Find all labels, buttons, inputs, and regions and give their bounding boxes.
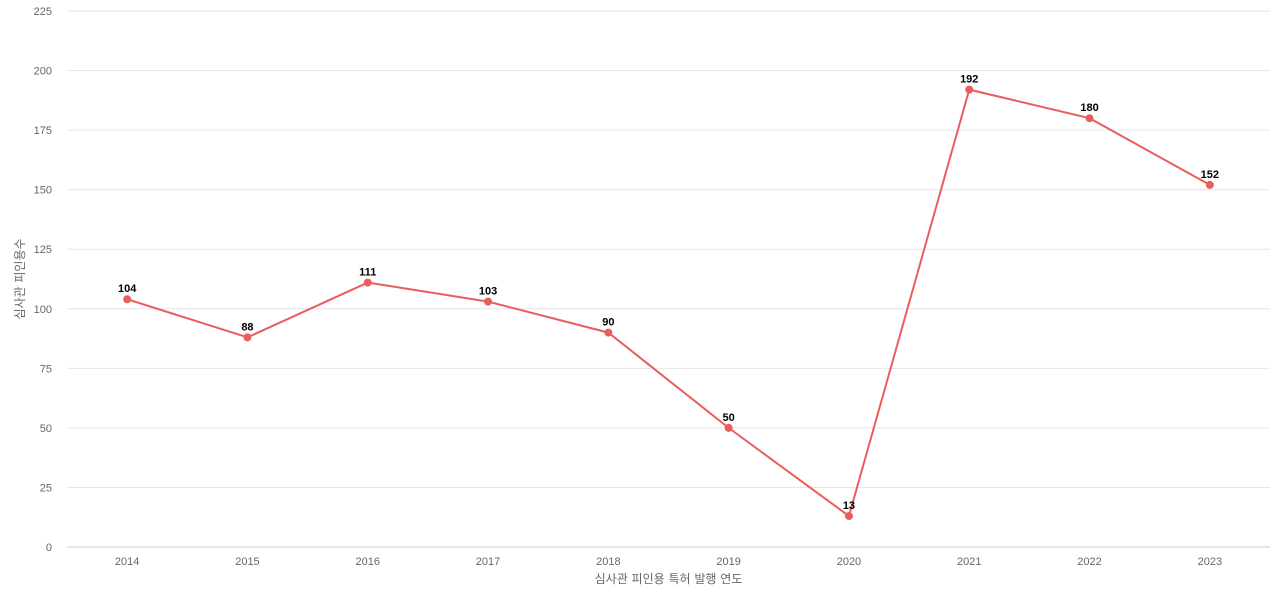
- data-label: 192: [960, 74, 978, 86]
- x-tick-label: 2014: [115, 556, 139, 568]
- x-tick-label: 2015: [235, 556, 259, 568]
- data-point[interactable]: [484, 297, 493, 306]
- x-tick-label: 2021: [957, 556, 981, 568]
- data-point[interactable]: [243, 333, 252, 342]
- y-tick-label: 75: [40, 363, 52, 375]
- data-point[interactable]: [844, 512, 853, 521]
- series-line: [126, 88, 1211, 518]
- x-tick-label: 2019: [716, 556, 740, 568]
- y-tick-label: 0: [46, 542, 52, 554]
- series-layer: [123, 85, 1214, 521]
- y-tick-label: 200: [34, 66, 52, 78]
- data-label: 88: [241, 321, 253, 333]
- x-tick-label: 2017: [476, 556, 500, 568]
- y-tick-label: 150: [34, 185, 52, 197]
- data-label: 103: [479, 286, 497, 298]
- data-point[interactable]: [363, 278, 372, 287]
- x-tick-label: 2020: [837, 556, 861, 568]
- y-axis-title: 심사관 피인용수: [13, 238, 27, 319]
- data-label: 152: [1201, 169, 1219, 181]
- x-axis-ticks: 2014 2015 2016 2017 2018 2019 2020 2021 2022 2023: [115, 556, 1222, 568]
- y-tick-label: 175: [34, 125, 52, 137]
- data-point[interactable]: [123, 295, 132, 304]
- y-tick-label: 225: [34, 6, 52, 18]
- data-point[interactable]: [965, 85, 974, 94]
- data-point[interactable]: [724, 423, 733, 432]
- x-axis-title: 심사관 피인용 특허 발행 연도: [595, 571, 743, 586]
- y-axis-ticks: 0 25 50 75 100 125 150 175 200 225: [34, 6, 52, 554]
- data-label: 90: [602, 317, 614, 329]
- x-tick-label: 2023: [1198, 556, 1222, 568]
- data-label: 180: [1080, 102, 1098, 114]
- data-point[interactable]: [1085, 114, 1094, 123]
- y-tick-label: 50: [40, 423, 52, 435]
- data-point[interactable]: [604, 328, 613, 337]
- data-label: 13: [843, 500, 855, 512]
- x-tick-label: 2018: [596, 556, 620, 568]
- data-point[interactable]: [1205, 180, 1214, 189]
- x-tick-label: 2022: [1077, 556, 1101, 568]
- data-labels: 104 88 111 103 90 50 13 192 180 152: [118, 74, 1219, 512]
- data-label: 50: [723, 412, 735, 424]
- y-tick-label: 125: [34, 244, 52, 256]
- data-label: 111: [359, 267, 376, 279]
- x-tick-label: 2016: [356, 556, 380, 568]
- grid-lines: [67, 10, 1270, 488]
- y-tick-label: 100: [34, 304, 52, 316]
- y-tick-label: 25: [40, 482, 52, 494]
- data-label: 104: [118, 283, 137, 295]
